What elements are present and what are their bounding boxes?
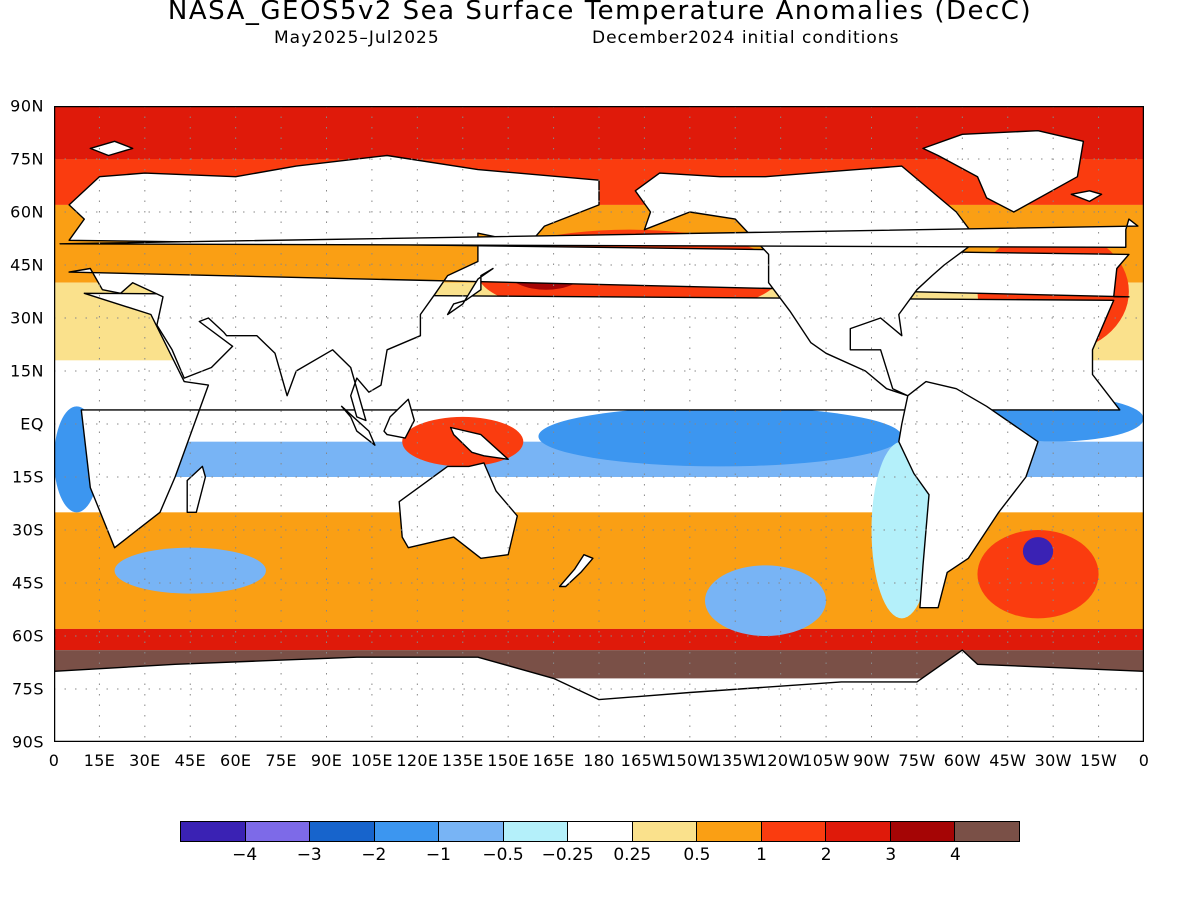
lat-tick-label: 15S xyxy=(11,467,44,487)
lon-tick-label: 90W xyxy=(852,751,891,770)
lat-tick-label: 75N xyxy=(10,149,44,169)
lon-tick-label: 105E xyxy=(350,751,393,770)
lon-tick-label: 45E xyxy=(174,751,206,770)
land-uk xyxy=(59,218,1139,249)
color-scale-swatch xyxy=(955,822,1019,841)
lat-tick-label: EQ xyxy=(20,414,44,434)
color-scale-swatch xyxy=(890,822,956,841)
lon-tick-label: 0 xyxy=(1138,751,1150,770)
lon-tick-label: 30W xyxy=(1034,751,1072,770)
lon-tick-label: 120W xyxy=(756,751,805,770)
lon-tick-label: 45W xyxy=(989,751,1027,770)
land-south-america xyxy=(898,380,1039,609)
lon-tick-label: 135W xyxy=(711,751,760,770)
land-borneo xyxy=(383,398,415,439)
land-new-zealand xyxy=(558,554,594,588)
lat-tick-label: 75S xyxy=(11,679,44,699)
initial-conditions: December2024 initial conditions xyxy=(592,28,900,48)
color-scale-label: 4 xyxy=(949,845,961,865)
land-north-america xyxy=(634,165,979,397)
map-title: NASA_GEOS5v2 Sea Surface Temperature Ano… xyxy=(167,0,1033,26)
color-scale-label: −2 xyxy=(361,845,387,865)
color-scale-swatch xyxy=(245,822,311,841)
color-scale-swatch xyxy=(503,822,569,841)
color-scale-label: 0.5 xyxy=(683,845,711,865)
graticule xyxy=(54,106,1144,742)
color-scale-swatch xyxy=(761,822,827,841)
color-scale-swatch xyxy=(697,822,762,841)
lon-tick-label: 165E xyxy=(532,751,575,770)
anomaly-patch xyxy=(114,547,266,594)
land-new-guinea xyxy=(449,426,509,460)
color-scale-label: 0.25 xyxy=(613,845,652,865)
color-scale-label: 1 xyxy=(756,845,767,865)
lon-tick-label: 180 xyxy=(583,751,615,770)
lon-tick-label: 15E xyxy=(83,751,116,770)
land-sumatra xyxy=(340,405,376,446)
lon-tick-label: 165W xyxy=(620,751,669,770)
lon-tick-label: 120E xyxy=(396,751,439,770)
lat-tick-label: 15N xyxy=(10,361,44,381)
color-scale-label: −0.25 xyxy=(541,845,594,865)
lon-tick-label: 60E xyxy=(219,751,252,770)
color-scale-swatch xyxy=(568,822,633,841)
color-scale-swatch xyxy=(439,822,504,841)
lon-tick-label: 75W xyxy=(898,751,936,770)
lat-tick-label: 60N xyxy=(10,202,44,222)
lon-tick-label: 30E xyxy=(129,751,161,770)
color-scale-label: −1 xyxy=(425,845,451,865)
sst-anomaly-map xyxy=(54,106,1144,742)
land-europe-asia xyxy=(68,154,1130,422)
forecast-period: May2025–Jul2025 xyxy=(274,28,440,48)
lat-tick-label: 45S xyxy=(11,573,44,593)
lon-tick-label: 90E xyxy=(310,751,343,770)
lat-tick-label: 90S xyxy=(11,732,44,752)
anomaly-patch xyxy=(538,406,902,467)
anomaly-band xyxy=(54,628,1144,651)
lon-tick-label: 75E xyxy=(265,751,297,770)
anomaly-patch xyxy=(1022,537,1054,566)
land-australia xyxy=(398,462,518,559)
color-scale-bar xyxy=(180,821,1020,842)
anomaly-patch xyxy=(871,441,933,619)
lon-tick-label: 150W xyxy=(666,751,714,770)
lat-tick-label: 30S xyxy=(11,520,44,540)
lat-tick-label: 60S xyxy=(11,626,44,646)
color-scale-swatch xyxy=(826,822,891,841)
lon-tick-label: 15W xyxy=(1080,751,1118,770)
land-japan xyxy=(446,267,494,316)
land-svalbard xyxy=(89,140,134,157)
lon-tick-label: 105W xyxy=(802,751,850,770)
lon-tick-label: 0 xyxy=(48,751,60,770)
anomaly-patch xyxy=(704,565,827,636)
color-scale-swatch xyxy=(310,822,375,841)
color-scale-label: −0.5 xyxy=(482,845,524,865)
lat-tick-label: 30N xyxy=(10,308,44,328)
lon-tick-label: 60W xyxy=(943,751,981,770)
color-scale-label: 2 xyxy=(820,845,832,865)
land-madagascar xyxy=(186,465,207,513)
color-scale-label: 3 xyxy=(885,845,897,865)
color-scale-swatch xyxy=(374,822,440,841)
anomaly-patch xyxy=(977,530,1099,619)
color-scale-label: −3 xyxy=(296,845,322,865)
lat-tick-label: 45N xyxy=(10,255,44,275)
map-border xyxy=(54,106,1144,742)
color-scale-swatch xyxy=(632,822,698,841)
lon-tick-label: 135E xyxy=(441,751,484,770)
color-scale-label: −4 xyxy=(232,845,258,865)
land-greenland xyxy=(922,130,1085,213)
lon-tick-label: 150E xyxy=(487,751,530,770)
lat-tick-label: 90N xyxy=(10,96,44,116)
color-scale-swatch xyxy=(181,822,246,841)
land-iceland xyxy=(1070,190,1103,203)
